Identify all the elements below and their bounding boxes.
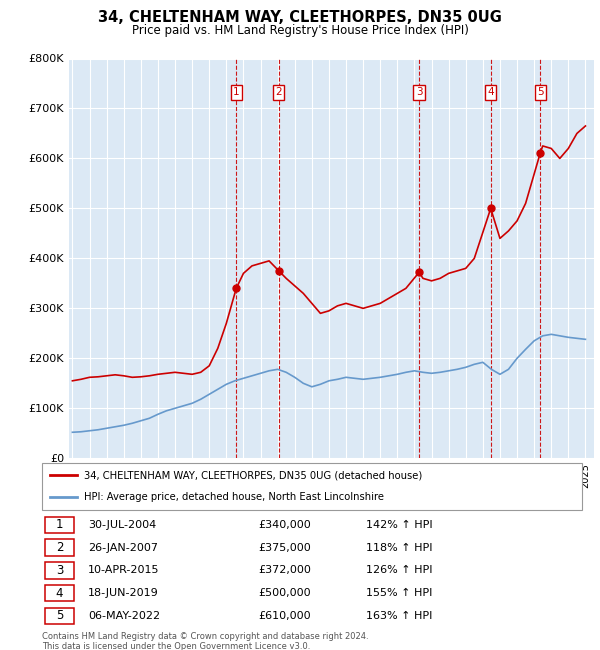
Text: 142% ↑ HPI: 142% ↑ HPI: [366, 520, 433, 530]
Text: 30-JUL-2004: 30-JUL-2004: [88, 520, 156, 530]
Text: £340,000: £340,000: [258, 520, 311, 530]
Text: 163% ↑ HPI: 163% ↑ HPI: [366, 611, 433, 621]
Text: 1: 1: [233, 88, 239, 97]
Text: £610,000: £610,000: [258, 611, 311, 621]
Text: 5: 5: [537, 88, 544, 97]
Text: 3: 3: [56, 564, 63, 577]
Text: 2: 2: [56, 541, 64, 554]
Text: 3: 3: [416, 88, 422, 97]
Text: 4: 4: [487, 88, 494, 97]
Text: HPI: Average price, detached house, North East Lincolnshire: HPI: Average price, detached house, Nort…: [84, 492, 384, 502]
Text: 126% ↑ HPI: 126% ↑ HPI: [366, 566, 433, 575]
Text: 1: 1: [56, 519, 64, 532]
Text: 2: 2: [275, 88, 282, 97]
Text: £372,000: £372,000: [258, 566, 311, 575]
FancyBboxPatch shape: [45, 562, 74, 578]
FancyBboxPatch shape: [45, 608, 74, 624]
Text: 06-MAY-2022: 06-MAY-2022: [88, 611, 160, 621]
Text: 10-APR-2015: 10-APR-2015: [88, 566, 160, 575]
Text: 26-JAN-2007: 26-JAN-2007: [88, 543, 158, 552]
Text: Price paid vs. HM Land Registry's House Price Index (HPI): Price paid vs. HM Land Registry's House …: [131, 24, 469, 37]
Text: 34, CHELTENHAM WAY, CLEETHORPES, DN35 0UG (detached house): 34, CHELTENHAM WAY, CLEETHORPES, DN35 0U…: [84, 470, 422, 480]
Text: 155% ↑ HPI: 155% ↑ HPI: [366, 588, 433, 598]
Text: 34, CHELTENHAM WAY, CLEETHORPES, DN35 0UG: 34, CHELTENHAM WAY, CLEETHORPES, DN35 0U…: [98, 10, 502, 25]
Text: 118% ↑ HPI: 118% ↑ HPI: [366, 543, 433, 552]
Text: Contains HM Land Registry data © Crown copyright and database right 2024.
This d: Contains HM Land Registry data © Crown c…: [42, 632, 368, 650]
Text: £500,000: £500,000: [258, 588, 311, 598]
Text: £375,000: £375,000: [258, 543, 311, 552]
FancyBboxPatch shape: [42, 463, 582, 510]
Text: 18-JUN-2019: 18-JUN-2019: [88, 588, 158, 598]
Text: 5: 5: [56, 610, 63, 623]
FancyBboxPatch shape: [45, 585, 74, 601]
FancyBboxPatch shape: [45, 517, 74, 533]
Text: 4: 4: [56, 586, 64, 599]
FancyBboxPatch shape: [45, 540, 74, 556]
